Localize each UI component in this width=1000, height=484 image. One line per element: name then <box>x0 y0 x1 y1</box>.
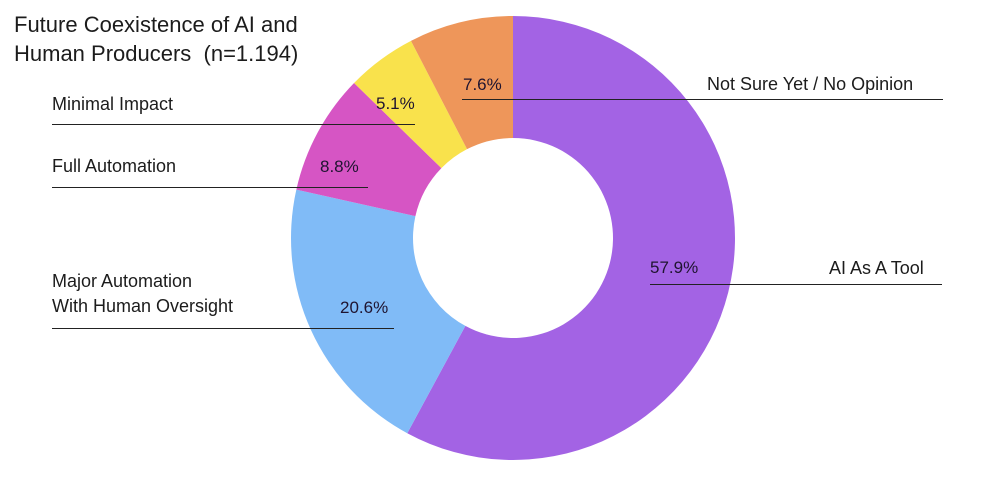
chart-title-line-1: Future Coexistence of AI and <box>14 12 298 37</box>
label-full-automation: Full Automation <box>52 156 177 176</box>
leader-line-ai-as-a-tool <box>650 284 942 285</box>
pct-full-automation: 8.8% <box>320 157 359 176</box>
slice-ai-as-a-tool <box>407 16 735 460</box>
pct-minimal-impact: 5.1% <box>376 94 415 113</box>
leader-line-not-sure <box>462 99 943 100</box>
label-major-automation-line-1: Major Automation <box>52 271 193 291</box>
slice-full-automation <box>296 83 442 217</box>
label-minimal-impact: Minimal Impact <box>52 94 174 114</box>
leader-line-minimal-impact <box>52 124 415 125</box>
chart-title: Future Coexistence of AI and Human Produ… <box>14 10 298 68</box>
pct-ai-as-a-tool: 57.9% <box>650 258 699 277</box>
label-not-sure: Not Sure Yet / No Opinion <box>707 74 914 94</box>
donut-slices <box>290 15 735 460</box>
pct-major-automation: 20.6% <box>340 298 389 317</box>
label-major-automation-line-2: With Human Oversight <box>52 296 234 316</box>
slice-minimal-impact <box>354 40 468 169</box>
slice-not-sure <box>410 15 513 150</box>
leader-line-full-automation <box>52 187 368 188</box>
leader-line-major-automation <box>52 328 394 329</box>
slice-major-automation <box>290 189 466 434</box>
chart-title-line-2: Human Producers (n=1.194) <box>14 41 299 66</box>
label-ai-as-a-tool: AI As A Tool <box>829 258 924 278</box>
pct-not-sure: 7.6% <box>463 75 502 94</box>
